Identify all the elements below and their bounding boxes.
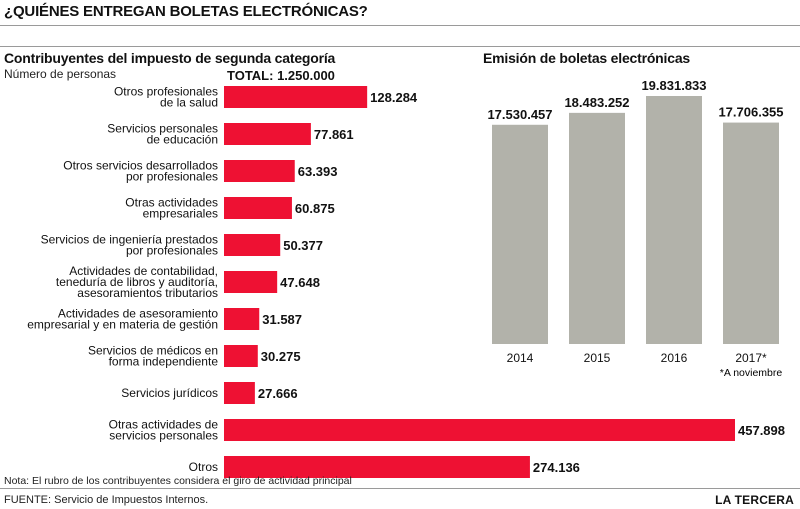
category-label: Servicios jurídicos bbox=[121, 386, 218, 400]
category-label: Actividades de contabilidad, bbox=[69, 264, 218, 278]
bar-value-label: 274.136 bbox=[533, 460, 580, 475]
bar bbox=[224, 456, 530, 478]
bar bbox=[224, 419, 735, 441]
bar bbox=[224, 308, 260, 330]
bar-value-label: 47.648 bbox=[280, 275, 320, 290]
bar bbox=[224, 197, 292, 219]
category-label: asesoramientos tributarios bbox=[77, 286, 218, 300]
column bbox=[646, 96, 702, 344]
category-label: empresariales bbox=[143, 207, 218, 221]
category-label: de la salud bbox=[160, 96, 218, 110]
chart-note: Nota: El rubro de los contribuyentes con… bbox=[4, 475, 352, 487]
category-label: Servicios de ingeniería prestados bbox=[41, 233, 218, 247]
bar bbox=[224, 382, 255, 404]
category-label: Otros servicios desarrollados bbox=[63, 159, 218, 173]
title-divider bbox=[0, 25, 800, 26]
source-text: FUENTE: Servicio de Impuestos Internos. bbox=[4, 494, 209, 506]
category-label: servicios personales bbox=[109, 429, 218, 443]
vertical-chart-title: Emisión de boletas electrónicas bbox=[483, 50, 690, 66]
bar-value-label: 128.284 bbox=[370, 90, 418, 105]
category-label: Actividades de asesoramiento bbox=[58, 307, 218, 321]
category-label: por profesionales bbox=[126, 244, 218, 258]
column-year-label: 2016 bbox=[661, 351, 688, 365]
category-label: Otras actividades de bbox=[109, 418, 219, 432]
bar-value-label: 60.875 bbox=[295, 201, 335, 216]
column-footnote: *A noviembre bbox=[720, 367, 783, 379]
bar-value-label: 50.377 bbox=[283, 238, 323, 253]
column-value-label: 18.483.252 bbox=[564, 95, 629, 110]
category-label: por profesionales bbox=[126, 170, 218, 184]
bar-value-label: 31.587 bbox=[262, 312, 302, 327]
bar-value-label: 77.861 bbox=[314, 127, 354, 142]
column-year-label: 2015 bbox=[584, 351, 611, 365]
bar-value-label: 30.275 bbox=[261, 349, 301, 364]
category-label: Otros profesionales bbox=[114, 85, 218, 99]
horizontal-chart-subtitle: Número de personas bbox=[4, 67, 117, 81]
bar-value-label: 457.898 bbox=[738, 423, 785, 438]
horizontal-chart-title: Contribuyentes del impuesto de segunda c… bbox=[4, 50, 336, 66]
brand-logo: LA TERCERA bbox=[715, 493, 794, 507]
bar bbox=[224, 271, 278, 293]
column-year-label: 2014 bbox=[507, 351, 534, 365]
category-label: empresarial y en materia de gestión bbox=[27, 318, 218, 332]
category-label: forma independiente bbox=[109, 355, 219, 369]
column-value-label: 19.831.833 bbox=[641, 78, 706, 93]
bar bbox=[224, 160, 295, 182]
category-label: Otros bbox=[189, 460, 218, 474]
category-label: teneduría de libros y auditoría, bbox=[56, 275, 218, 289]
column-value-label: 17.706.355 bbox=[718, 105, 783, 120]
column bbox=[723, 122, 779, 345]
column bbox=[569, 112, 625, 345]
bar-value-label: 27.666 bbox=[258, 386, 298, 401]
bar bbox=[224, 345, 258, 367]
category-label: Servicios personales bbox=[107, 122, 218, 136]
bar-value-label: 63.393 bbox=[298, 164, 338, 179]
bar bbox=[224, 123, 311, 145]
header-divider bbox=[0, 46, 800, 47]
column bbox=[492, 124, 548, 344]
page-title: ¿QUIÉNES ENTREGAN BOLETAS ELECTRÓNICAS? bbox=[4, 3, 368, 20]
column-value-label: 17.530.457 bbox=[487, 107, 552, 122]
category-label: Otras actividades bbox=[125, 196, 218, 210]
column-year-label: 2017* bbox=[735, 351, 767, 365]
category-label: de educación bbox=[147, 133, 218, 147]
footer-divider bbox=[0, 488, 800, 489]
bar bbox=[224, 86, 368, 108]
total-label: TOTAL: 1.250.000 bbox=[227, 68, 335, 83]
category-label: Servicios de médicos en bbox=[88, 344, 218, 358]
bar bbox=[224, 234, 281, 256]
